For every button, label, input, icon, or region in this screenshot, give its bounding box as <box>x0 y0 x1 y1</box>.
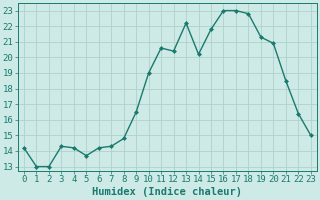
X-axis label: Humidex (Indice chaleur): Humidex (Indice chaleur) <box>92 187 242 197</box>
